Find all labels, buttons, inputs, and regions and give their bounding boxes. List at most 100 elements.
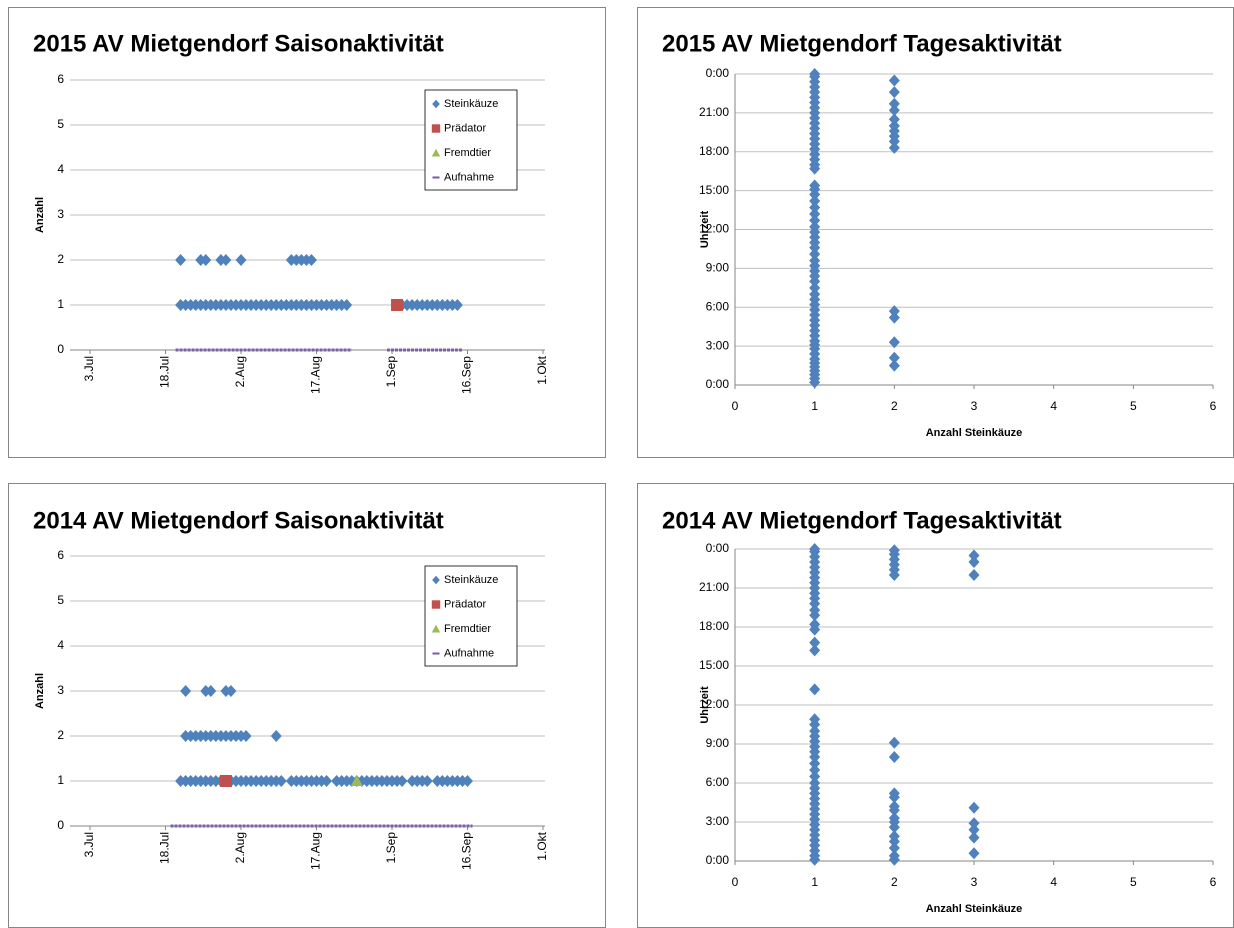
legend-marker (431, 148, 441, 157)
point (240, 730, 252, 742)
point (888, 812, 900, 825)
y-tick-label: 0:00 (706, 66, 730, 80)
point (809, 68, 821, 80)
point (888, 842, 900, 854)
x-tick-label: 5 (1130, 399, 1137, 413)
point (321, 775, 333, 787)
y-axis-label: Uhrzeit (699, 211, 711, 249)
y-tick-label: 18:00 (699, 144, 729, 158)
chart-panel (8, 7, 606, 458)
point (888, 787, 900, 800)
y-tick-label: 9:00 (706, 261, 730, 275)
chart-panel (637, 7, 1234, 458)
point (888, 74, 900, 87)
point (968, 831, 980, 844)
x-tick-label: 16.Sep (460, 832, 474, 870)
y-tick-label: 9:00 (706, 736, 730, 750)
y-tick-label: 21:00 (699, 105, 729, 119)
point (391, 299, 404, 311)
y-tick-label: 12:00 (699, 222, 729, 236)
point (809, 683, 821, 696)
point (809, 194, 821, 207)
x-tick-label: 6 (1210, 399, 1217, 413)
x-tick-label: 3 (971, 399, 978, 413)
y-tick-label: 6:00 (706, 775, 730, 789)
point (809, 288, 821, 301)
point (809, 214, 821, 227)
y-tick-label: 3 (57, 683, 64, 697)
point (809, 618, 821, 631)
x-tick-label: 17.Aug (309, 832, 323, 870)
point (968, 549, 980, 562)
point (809, 725, 821, 737)
x-tick-label: 2 (891, 399, 898, 413)
point (968, 847, 980, 860)
point (809, 644, 821, 657)
point (968, 556, 980, 568)
y-tick-label: 5 (57, 593, 64, 607)
point (462, 775, 473, 787)
x-tick-label: 5 (1130, 875, 1137, 889)
y-tick-label: 0:00 (706, 853, 730, 867)
point (809, 757, 821, 770)
point (225, 685, 237, 697)
point (968, 823, 980, 836)
y-tick-label: 0 (57, 342, 64, 356)
y-tick-label: 3 (57, 207, 64, 221)
legend-box (424, 89, 518, 191)
point (809, 254, 821, 267)
y-tick-label: 5 (57, 117, 64, 131)
legend-label: Fremdtier (444, 623, 491, 635)
x-tick-label: 3.Jul (82, 356, 96, 381)
point (809, 543, 821, 555)
legend-marker (432, 575, 440, 585)
point (451, 299, 463, 311)
point (219, 775, 232, 787)
y-tick-label: 1 (57, 773, 64, 787)
point (968, 801, 980, 814)
x-axis-label: Anzahl Steinkäuze (926, 903, 1023, 915)
point (888, 351, 900, 364)
point (968, 817, 980, 830)
point (888, 751, 900, 763)
point (888, 736, 900, 749)
x-tick-label: 4 (1050, 875, 1057, 889)
legend-marker (431, 600, 441, 609)
x-tick-label: 2 (891, 875, 898, 889)
point (275, 775, 287, 787)
y-tick-label: 2 (57, 728, 64, 742)
point (809, 220, 821, 233)
point (888, 113, 900, 126)
y-tick-label: 0 (57, 818, 64, 832)
point (888, 97, 900, 110)
y-tick-label: 1 (57, 297, 64, 311)
y-tick-label: 4 (57, 162, 64, 176)
x-tick-label: 0 (732, 399, 739, 413)
x-tick-label: 1.Sep (384, 832, 398, 864)
point (809, 604, 821, 617)
x-tick-label: 2.Aug (233, 832, 247, 863)
chart-title: 2015 AV Mietgendorf Tagesaktivität (662, 30, 1062, 57)
point (200, 254, 212, 266)
legend-label: Fremdtier (444, 147, 491, 159)
point (888, 544, 900, 557)
x-tick-label: 1 (811, 875, 818, 889)
x-tick-label: 1.Sep (384, 356, 398, 388)
y-tick-label: 6 (57, 72, 64, 86)
point (888, 119, 900, 132)
point (809, 636, 821, 649)
legend-box (424, 565, 518, 667)
point (888, 800, 900, 813)
chart-title: 2014 AV Mietgendorf Saisonaktivität (33, 507, 444, 534)
point (888, 336, 900, 349)
x-tick-label: 4 (1050, 399, 1057, 413)
point (350, 775, 363, 786)
x-axis-label: Anzahl Steinkäuze (926, 427, 1023, 439)
legend-marker (431, 124, 441, 133)
y-tick-label: 15:00 (699, 183, 729, 197)
y-axis-label: Anzahl (34, 673, 46, 709)
point (270, 730, 282, 742)
point (809, 207, 821, 220)
x-tick-label: 3.Jul (82, 832, 96, 857)
